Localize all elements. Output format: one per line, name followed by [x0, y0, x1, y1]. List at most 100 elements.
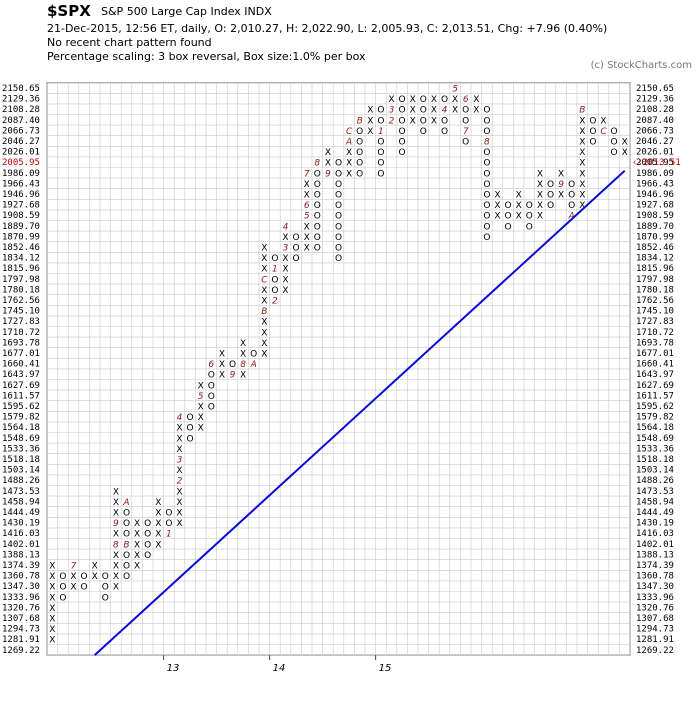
- x-box: X: [240, 350, 246, 360]
- y-tick-left: 1269.22: [2, 646, 40, 656]
- x-box: X: [304, 233, 310, 243]
- copyright-credit: (c) StockCharts.com: [590, 60, 692, 71]
- o-box: O: [526, 201, 533, 211]
- y-tick-right: 1533.36: [636, 444, 674, 454]
- o-box: O: [399, 138, 406, 148]
- x-box: X: [113, 572, 119, 582]
- o-box: O: [483, 127, 490, 137]
- month-marker: B: [123, 540, 129, 550]
- o-box: O: [483, 233, 490, 243]
- x-box: X: [579, 201, 585, 211]
- o-box: O: [547, 201, 554, 211]
- o-box: O: [420, 116, 427, 126]
- o-box: O: [483, 180, 490, 190]
- month-marker: 6: [304, 201, 310, 211]
- o-box: O: [208, 371, 215, 381]
- quote-line: 21-Dec-2015, 12:56 ET, daily, O: 2,010.2…: [47, 22, 608, 35]
- y-tick-left: 1762.56: [2, 296, 40, 306]
- o-box: O: [483, 106, 490, 116]
- month-marker: 7: [304, 169, 310, 179]
- o-box: O: [505, 201, 512, 211]
- month-marker: 8: [484, 138, 490, 148]
- month-marker: 5: [304, 212, 310, 222]
- x-box: X: [176, 509, 182, 519]
- month-marker: 9: [558, 180, 564, 190]
- y-tick-right: 1660.41: [636, 360, 674, 370]
- y-tick-left: 1966.43: [2, 179, 40, 189]
- o-box: O: [314, 244, 321, 254]
- y-tick-right: 1320.76: [636, 603, 674, 613]
- y-tick-left: 1416.03: [2, 529, 40, 539]
- x-box: X: [473, 106, 479, 116]
- x-box: X: [49, 636, 55, 646]
- x-box: X: [516, 191, 522, 201]
- month-marker: B: [579, 106, 585, 116]
- y-tick-left: 1710.72: [2, 328, 40, 338]
- x-box: X: [516, 201, 522, 211]
- y-tick-right: 2150.65: [636, 84, 674, 94]
- o-box: O: [229, 360, 236, 370]
- x-box: X: [176, 434, 182, 444]
- x-box: X: [134, 530, 140, 540]
- y-tick-right: 1347.30: [636, 582, 674, 592]
- y-tick-left: 1388.13: [2, 550, 40, 560]
- x-box: X: [600, 116, 606, 126]
- x-box: X: [134, 551, 140, 561]
- x-box: X: [431, 116, 437, 126]
- x-box: X: [282, 265, 288, 275]
- month-marker: A: [250, 360, 257, 370]
- y-tick-left: 1870.99: [2, 232, 40, 242]
- y-tick-left: 1444.49: [2, 508, 40, 518]
- y-tick-left: 1927.68: [2, 201, 40, 211]
- o-box: O: [144, 551, 151, 561]
- o-box: O: [123, 551, 130, 561]
- x-box: X: [431, 106, 437, 116]
- month-marker: 7: [71, 562, 77, 572]
- x-box: X: [155, 530, 161, 540]
- x-box: X: [70, 572, 76, 582]
- x-box: X: [410, 95, 416, 105]
- x-box: X: [579, 127, 585, 137]
- y-tick-right: 1579.82: [636, 413, 674, 423]
- o-box: O: [568, 201, 575, 211]
- y-tick-left: 1727.83: [2, 317, 40, 327]
- x-box: X: [92, 562, 98, 572]
- x-box: X: [49, 583, 55, 593]
- o-box: O: [144, 530, 151, 540]
- y-tick-right: 1693.78: [636, 338, 674, 348]
- o-box: O: [568, 191, 575, 201]
- x-box: X: [155, 540, 161, 550]
- y-tick-left: 1360.78: [2, 572, 40, 582]
- y-tick-right: 2108.28: [636, 105, 674, 115]
- o-box: O: [377, 169, 384, 179]
- y-tick-left: 1660.41: [2, 360, 40, 370]
- x-box: X: [113, 562, 119, 572]
- x-box: X: [261, 339, 267, 349]
- y-tick-right: 1294.73: [636, 625, 674, 635]
- o-box: O: [335, 191, 342, 201]
- o-box: O: [589, 138, 596, 148]
- month-marker: 1: [378, 127, 384, 137]
- x-box: X: [304, 244, 310, 254]
- x-box: X: [579, 138, 585, 148]
- y-tick-right: 1402.01: [636, 540, 674, 550]
- o-box: O: [59, 572, 66, 582]
- o-box: O: [123, 519, 130, 529]
- o-box: O: [271, 286, 278, 296]
- chart-grid: [46, 82, 631, 656]
- o-box: O: [293, 244, 300, 254]
- x-box: X: [49, 593, 55, 603]
- x-box: X: [219, 371, 225, 381]
- month-marker: 9: [113, 519, 119, 529]
- o-box: O: [377, 116, 384, 126]
- x-box: X: [219, 350, 225, 360]
- y-tick-right: 1762.56: [636, 296, 674, 306]
- y-tick-left: 1797.98: [2, 275, 40, 285]
- x-box: X: [346, 148, 352, 158]
- o-box: O: [271, 275, 278, 285]
- y-tick-left: 2046.27: [2, 137, 40, 147]
- y-tick-right: 1444.49: [636, 508, 674, 518]
- o-box: O: [547, 180, 554, 190]
- month-marker: 6: [208, 360, 214, 370]
- x-box: X: [473, 95, 479, 105]
